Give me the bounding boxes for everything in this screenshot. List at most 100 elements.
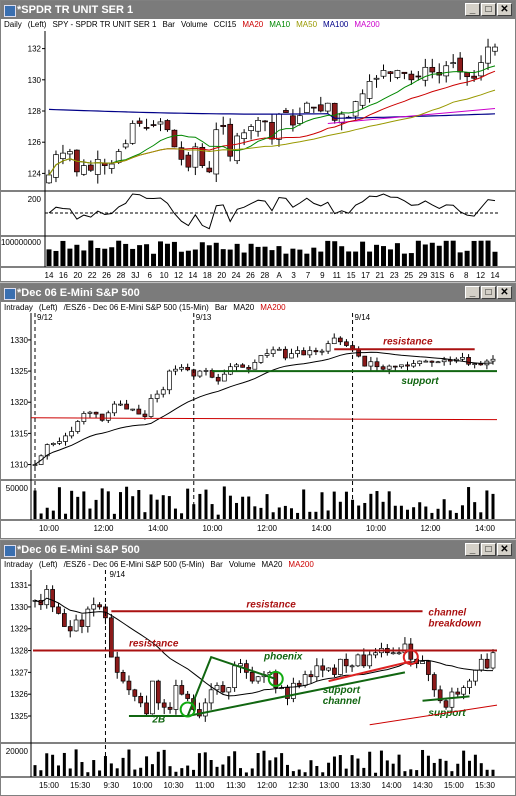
- candle: [380, 366, 386, 370]
- chart-info-bar: Intraday (Left) /ESZ6 - Dec 06 E-Mini S&P …: [4, 560, 320, 569]
- window-title-bar[interactable]: *Dec 06 E-Mini S&P 500 _ □ ✕: [1, 284, 515, 302]
- candle: [75, 421, 81, 432]
- candle: [32, 464, 38, 466]
- volume-bar: [100, 488, 104, 519]
- volume-bar: [209, 760, 213, 776]
- ma20-label: MA20: [242, 20, 264, 29]
- volume-bar: [387, 249, 393, 266]
- volume-bar: [149, 494, 153, 519]
- volume-bar: [473, 754, 477, 776]
- minimize-button[interactable]: _: [465, 3, 480, 16]
- chart-info-bar: Intraday (Left) /ESZ6 - Dec 06 E-Mini S&P …: [4, 303, 292, 312]
- volume-bar: [161, 495, 165, 519]
- volume-bar: [250, 768, 254, 776]
- volume-bar: [374, 244, 380, 266]
- volume-bar: [171, 241, 177, 266]
- volume-bar: [155, 499, 159, 519]
- candle: [396, 652, 402, 655]
- candle: [62, 613, 67, 627]
- x-tick-label: 26: [102, 271, 111, 280]
- maximize-button[interactable]: □: [481, 286, 496, 299]
- x-tick-label: 16: [59, 271, 68, 280]
- volume-bar: [197, 753, 201, 776]
- candle: [366, 81, 373, 99]
- maximize-button[interactable]: □: [481, 3, 496, 16]
- candle: [361, 654, 367, 667]
- volume-bar: [151, 253, 157, 266]
- volume-bar: [76, 496, 80, 519]
- volume-bar: [406, 509, 410, 519]
- volume-bar: [221, 764, 225, 776]
- candle: [44, 444, 50, 457]
- volume-bar: [291, 771, 295, 776]
- candle: [255, 120, 261, 132]
- ma200-line: [30, 417, 498, 421]
- volume-bar: [203, 752, 207, 776]
- cci-tick-label: 200: [28, 195, 42, 204]
- candle: [307, 350, 313, 356]
- volume-bar: [204, 489, 208, 519]
- session-label: 9/14: [109, 570, 125, 579]
- volume-bar: [356, 758, 360, 776]
- support-label: support: [401, 376, 439, 387]
- candle: [301, 350, 307, 356]
- volume-bar: [178, 251, 184, 266]
- candle: [331, 337, 337, 345]
- volume-bar: [143, 512, 147, 519]
- volume-bar: [491, 493, 495, 519]
- maximize-button[interactable]: □: [481, 543, 496, 556]
- candle: [466, 357, 471, 365]
- volume-bar: [379, 750, 383, 776]
- candle: [291, 682, 296, 699]
- candle: [157, 121, 164, 125]
- volume-bar: [64, 513, 68, 519]
- volume-bar: [133, 769, 137, 776]
- x-tick-label: 14: [45, 271, 54, 280]
- volume-bar: [186, 765, 190, 776]
- candle: [138, 696, 144, 704]
- volume-bar: [432, 762, 436, 776]
- volume-bar: [464, 250, 470, 266]
- minimize-button[interactable]: _: [465, 543, 480, 556]
- candle: [422, 66, 429, 81]
- resistance-lower-label: resistance: [129, 639, 179, 650]
- volume-bar: [255, 246, 261, 266]
- x-tick-label: 15:00: [444, 781, 465, 790]
- close-button[interactable]: ✕: [497, 543, 512, 556]
- candle: [148, 398, 154, 417]
- x-tick-label: 14: [188, 271, 197, 280]
- ma50-line: [48, 89, 496, 176]
- candle: [185, 366, 191, 371]
- candle: [232, 665, 237, 688]
- x-tick-label: 14:00: [382, 781, 403, 790]
- candle: [319, 350, 325, 353]
- x-tick-label: 13:30: [350, 781, 371, 790]
- volume-bar: [53, 250, 59, 266]
- candle: [164, 120, 171, 131]
- volume-bar: [283, 253, 289, 266]
- candle: [314, 665, 320, 678]
- candle: [297, 115, 303, 124]
- volume-bar: [228, 495, 232, 519]
- volume-bar: [173, 508, 177, 519]
- x-tick-label: 12:00: [93, 524, 114, 533]
- candle: [420, 661, 425, 664]
- window-title-bar[interactable]: *SPDR TR UNIT SER 1 _ □ ✕: [1, 1, 515, 19]
- support-channel-label: support: [323, 685, 361, 696]
- candle: [93, 411, 99, 415]
- candle: [255, 676, 261, 682]
- volume-bar: [185, 250, 191, 266]
- window-title-bar[interactable]: *Dec 06 E-Mini S&P 500 _ □ ✕: [1, 541, 515, 559]
- volume-bar: [350, 755, 354, 776]
- close-button[interactable]: ✕: [497, 286, 512, 299]
- volume-bar: [253, 506, 257, 519]
- candle: [337, 658, 343, 675]
- triangle-upper-line: [186, 655, 277, 717]
- volume-bar: [467, 487, 471, 519]
- chart-app-icon: [4, 288, 16, 300]
- volume-bar: [468, 760, 472, 776]
- volume-bar: [315, 765, 319, 776]
- minimize-button[interactable]: _: [465, 286, 480, 299]
- candle: [352, 101, 359, 117]
- close-button[interactable]: ✕: [497, 3, 512, 16]
